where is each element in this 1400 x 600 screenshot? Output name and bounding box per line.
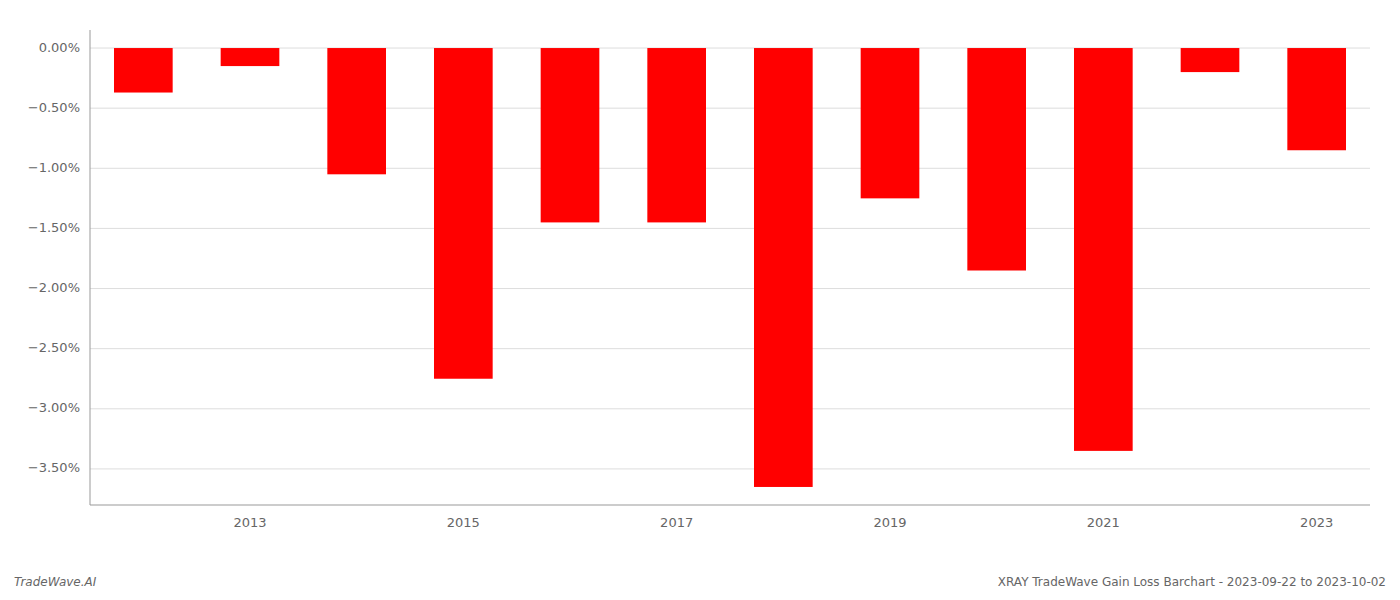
bar <box>541 48 600 222</box>
bar <box>754 48 813 487</box>
chart-svg: 0.00% −0.50% −1.00% −1.50% −2.00% −2.50% −3.00… <box>0 0 1400 600</box>
x-tick-label: 2023 <box>1300 515 1333 530</box>
y-axis: 0.00% −0.50% −1.00% −1.50% −2.00% −2.50% −3.00… <box>28 40 80 476</box>
bar <box>434 48 493 379</box>
grid-line <box>90 228 1370 229</box>
x-tick-label: 2019 <box>873 515 906 530</box>
y-tick-label: −3.50% <box>28 460 80 475</box>
grid-line <box>90 408 1370 409</box>
grid-line <box>90 468 1370 469</box>
y-tick-label: −0.50% <box>28 100 80 115</box>
bar <box>1181 48 1240 72</box>
chart-container: 0.00% −0.50% −1.00% −1.50% −2.00% −2.50% −3.00… <box>0 0 1400 600</box>
grid-line <box>90 48 1370 49</box>
grid-line <box>90 348 1370 349</box>
bars <box>114 48 1346 487</box>
y-tick-label: 0.00% <box>39 40 80 55</box>
x-axis: 2013 2015 2017 2019 2021 2023 <box>233 515 1333 530</box>
y-axis-line <box>90 30 91 505</box>
bar <box>647 48 706 222</box>
bar <box>327 48 386 174</box>
bar <box>967 48 1026 270</box>
x-tick-label: 2021 <box>1087 515 1120 530</box>
chart-title: XRAY TradeWave Gain Loss Barchart - 2023… <box>998 575 1386 589</box>
bar <box>1287 48 1346 150</box>
y-tick-label: −1.00% <box>28 160 80 175</box>
footer-annotation: TradeWave.AI <box>14 575 97 589</box>
bar <box>221 48 280 66</box>
grid <box>90 48 1370 469</box>
y-tick-label: −1.50% <box>28 220 80 235</box>
y-tick-label: −2.00% <box>28 280 80 295</box>
x-tick-label: 2017 <box>660 515 693 530</box>
grid-line <box>90 288 1370 289</box>
x-tick-label: 2015 <box>447 515 480 530</box>
bar <box>1074 48 1133 451</box>
y-tick-label: −3.00% <box>28 400 80 415</box>
y-tick-label: −2.50% <box>28 340 80 355</box>
x-axis-line <box>90 505 1370 506</box>
x-tick-label: 2013 <box>233 515 266 530</box>
bar <box>861 48 920 198</box>
grid-line <box>90 168 1370 169</box>
bar <box>114 48 173 92</box>
grid-line <box>90 108 1370 109</box>
